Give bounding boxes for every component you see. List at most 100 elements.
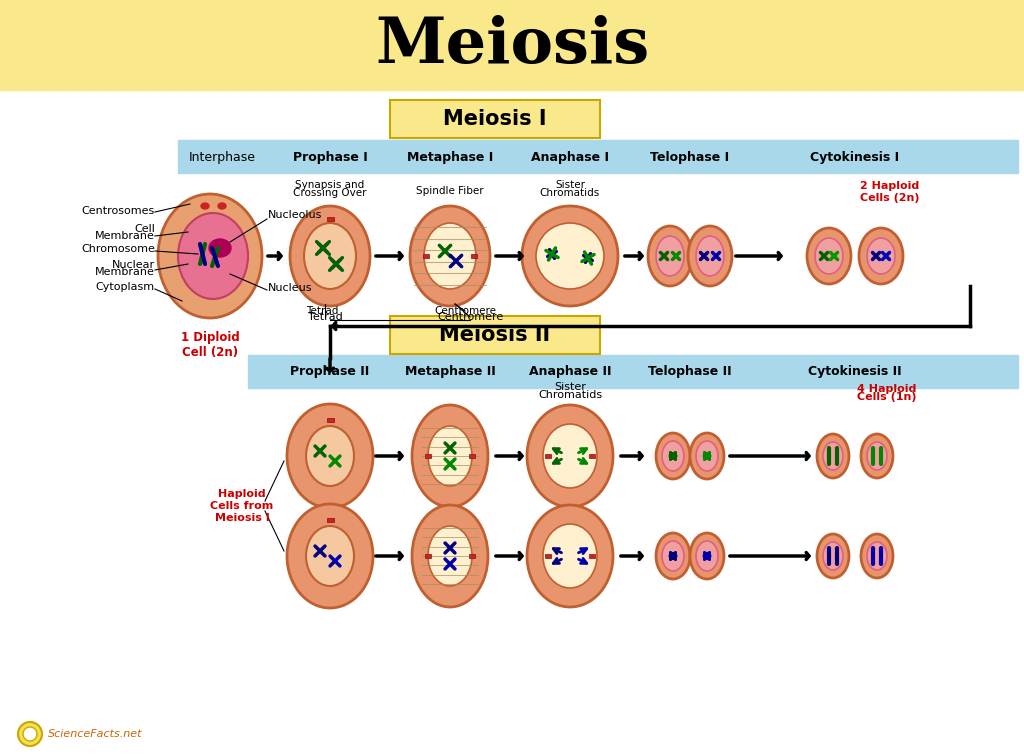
- Ellipse shape: [23, 727, 37, 741]
- Text: Chromatids: Chromatids: [540, 188, 600, 198]
- Text: Centromere: Centromere: [434, 306, 496, 316]
- Ellipse shape: [823, 442, 843, 470]
- Bar: [589, 554, 595, 558]
- Ellipse shape: [696, 541, 718, 571]
- Text: Meiosis II: Meiosis II: [439, 325, 551, 345]
- Ellipse shape: [306, 526, 354, 586]
- Text: Interphase: Interphase: [188, 150, 256, 163]
- Bar: [545, 454, 551, 458]
- Ellipse shape: [867, 442, 887, 470]
- Text: Meiosis: Meiosis: [375, 14, 649, 76]
- Ellipse shape: [209, 239, 231, 257]
- Ellipse shape: [543, 424, 597, 488]
- Ellipse shape: [815, 238, 843, 274]
- Bar: [469, 554, 475, 558]
- Bar: [390, 100, 600, 138]
- Text: 4 Haploid: 4 Haploid: [857, 384, 916, 394]
- Bar: [545, 554, 551, 558]
- Text: Tetrad: Tetrad: [307, 312, 342, 322]
- Ellipse shape: [287, 404, 373, 508]
- Bar: [390, 316, 600, 354]
- Ellipse shape: [696, 236, 724, 276]
- Ellipse shape: [218, 203, 226, 209]
- Bar: [469, 454, 475, 458]
- Text: Membrane: Membrane: [95, 231, 155, 241]
- Bar: [248, 355, 1018, 388]
- Ellipse shape: [696, 441, 718, 471]
- Text: Chromosome: Chromosome: [81, 244, 155, 254]
- Text: Anaphase I: Anaphase I: [531, 150, 609, 163]
- Ellipse shape: [807, 228, 851, 284]
- Ellipse shape: [290, 206, 370, 306]
- Text: 1 Diploid
Cell (2n): 1 Diploid Cell (2n): [180, 331, 240, 359]
- Text: Synapsis and: Synapsis and: [295, 180, 365, 190]
- Text: Sister: Sister: [555, 180, 585, 190]
- Text: Prophase II: Prophase II: [291, 365, 370, 379]
- Ellipse shape: [201, 203, 209, 209]
- Text: Centrosomes: Centrosomes: [82, 206, 155, 216]
- Ellipse shape: [536, 223, 604, 289]
- Text: Centromere: Centromere: [437, 312, 503, 322]
- Text: Metaphase II: Metaphase II: [404, 365, 496, 379]
- Ellipse shape: [424, 223, 476, 289]
- Bar: [425, 454, 431, 458]
- Bar: [471, 254, 477, 258]
- Text: Meiosis I: Meiosis I: [443, 109, 547, 129]
- Ellipse shape: [410, 206, 490, 306]
- Ellipse shape: [656, 236, 684, 276]
- Ellipse shape: [158, 194, 262, 318]
- Ellipse shape: [823, 542, 843, 570]
- Text: Cells (1n): Cells (1n): [857, 392, 916, 402]
- Ellipse shape: [861, 434, 893, 478]
- Ellipse shape: [527, 505, 613, 607]
- Ellipse shape: [304, 223, 356, 289]
- Text: Haploid
Cells from
Meiosis I: Haploid Cells from Meiosis I: [210, 489, 273, 522]
- Ellipse shape: [287, 504, 373, 608]
- Bar: [327, 518, 334, 522]
- Ellipse shape: [867, 542, 887, 570]
- Bar: [0, 0, 1024, 90]
- Text: ScienceFacts.net: ScienceFacts.net: [48, 729, 142, 739]
- Ellipse shape: [543, 524, 597, 588]
- Text: Telophase II: Telophase II: [648, 365, 732, 379]
- Ellipse shape: [662, 541, 684, 571]
- Text: Nucleolus: Nucleolus: [268, 210, 323, 220]
- Text: Anaphase II: Anaphase II: [528, 365, 611, 379]
- Text: Metaphase I: Metaphase I: [407, 150, 494, 163]
- Ellipse shape: [690, 433, 724, 479]
- Ellipse shape: [18, 722, 42, 746]
- Text: Crossing Over: Crossing Over: [293, 188, 367, 198]
- Ellipse shape: [306, 426, 354, 486]
- Text: Chromatids: Chromatids: [538, 390, 602, 400]
- Text: Membrane: Membrane: [95, 267, 155, 277]
- Ellipse shape: [178, 213, 248, 299]
- Text: Cytoplasm: Cytoplasm: [96, 282, 155, 292]
- Text: Tetrad: Tetrad: [306, 306, 338, 316]
- Ellipse shape: [817, 534, 849, 578]
- Text: 2 Haploid
Cells (2n): 2 Haploid Cells (2n): [860, 181, 920, 203]
- Ellipse shape: [428, 426, 472, 486]
- Text: Prophase I: Prophase I: [293, 150, 368, 163]
- Ellipse shape: [527, 405, 613, 507]
- Ellipse shape: [522, 206, 618, 306]
- Text: Cytokinesis II: Cytokinesis II: [808, 365, 902, 379]
- Bar: [327, 418, 334, 422]
- Bar: [327, 217, 334, 221]
- Ellipse shape: [648, 226, 692, 286]
- Bar: [178, 140, 1018, 173]
- Bar: [423, 254, 429, 258]
- Ellipse shape: [662, 441, 684, 471]
- Text: Cell: Cell: [134, 224, 155, 234]
- Ellipse shape: [428, 526, 472, 586]
- Text: Nucleus: Nucleus: [268, 283, 312, 293]
- Ellipse shape: [412, 405, 488, 507]
- Ellipse shape: [656, 533, 690, 579]
- Text: Telophase I: Telophase I: [650, 150, 729, 163]
- Ellipse shape: [817, 434, 849, 478]
- Ellipse shape: [690, 533, 724, 579]
- Bar: [425, 554, 431, 558]
- Ellipse shape: [859, 228, 903, 284]
- Ellipse shape: [656, 433, 690, 479]
- Bar: [589, 454, 595, 458]
- Ellipse shape: [867, 238, 895, 274]
